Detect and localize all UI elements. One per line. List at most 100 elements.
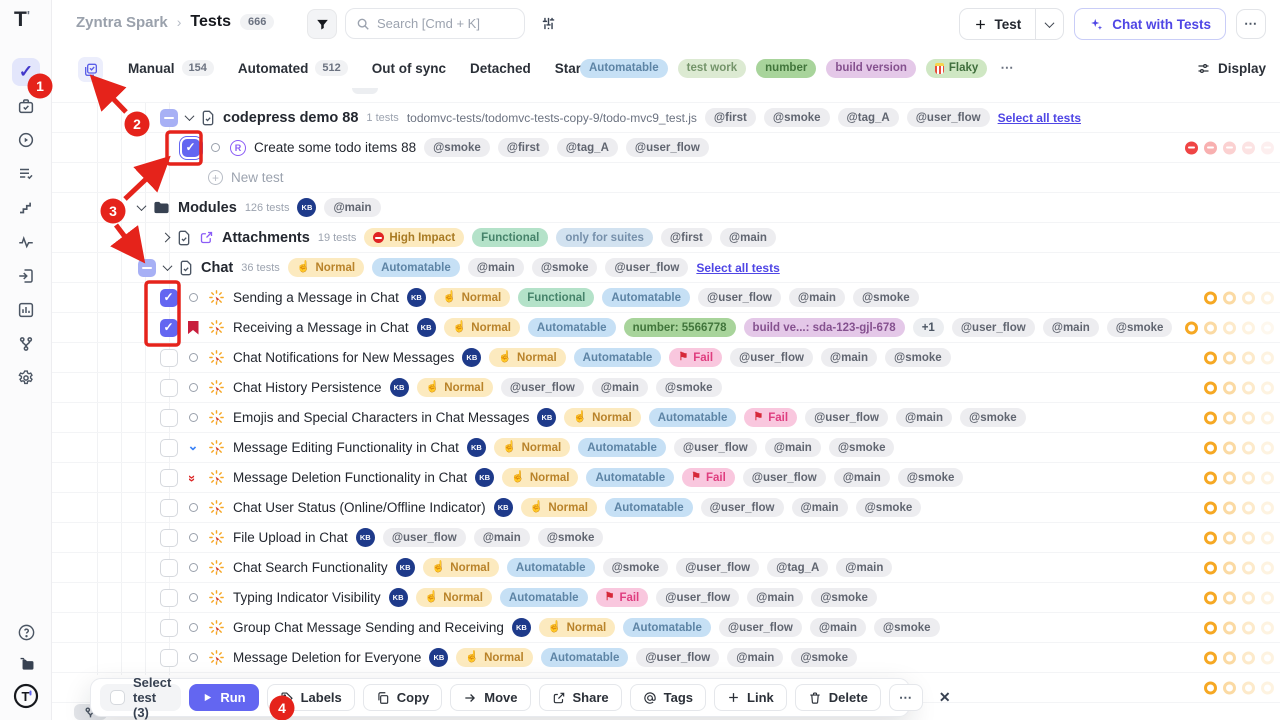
row-checkbox[interactable]	[160, 408, 178, 427]
row-checkbox[interactable]	[160, 528, 178, 547]
row-title[interactable]: New test	[231, 170, 284, 185]
row-checkbox[interactable]	[160, 618, 178, 637]
sidebar-item-tests[interactable]: ✓	[12, 58, 40, 86]
tag-pill[interactable]: @smoke	[811, 588, 877, 607]
app-logo-icon[interactable]: T'	[14, 8, 30, 31]
new-test-dropdown-button[interactable]	[1035, 9, 1063, 39]
row-checkbox[interactable]	[160, 378, 178, 397]
row-title[interactable]: codepress demo 88	[223, 109, 359, 126]
tag-pill[interactable]: @smoke	[537, 528, 604, 547]
row-title[interactable]: Sending a Message in Chat	[233, 290, 399, 305]
tag-pill[interactable]: @smoke	[655, 378, 722, 397]
label-pill[interactable]: ☝ Normal	[287, 258, 365, 277]
row-title[interactable]: Chat User Status (Online/Offline Indicat…	[233, 500, 486, 515]
row-title[interactable]: Chat Search Functionality	[233, 560, 388, 575]
select-all-button[interactable]	[78, 57, 103, 82]
tag-pill[interactable]: @user_flow	[382, 528, 466, 547]
search-settings-button[interactable]	[540, 15, 557, 37]
tag-pill[interactable]: @main	[719, 228, 776, 247]
delete-button[interactable]: Delete	[794, 684, 881, 711]
filter-pill-flaky[interactable]: Flaky	[925, 58, 988, 78]
sidebar-item-branches[interactable]	[12, 330, 40, 358]
filter-more-button[interactable]: ⋯	[1000, 60, 1015, 75]
tag-pill[interactable]: @smoke	[763, 108, 830, 127]
filter-tab-manual[interactable]: Manual 154	[128, 60, 214, 76]
filter-tab-out-of-sync[interactable]: Out of sync	[372, 61, 446, 76]
tag-pill[interactable]: @user_flow	[656, 588, 740, 607]
tag-pill[interactable]: @smoke	[828, 438, 895, 457]
owner-avatar[interactable]: KB	[537, 408, 557, 427]
breadcrumb-project[interactable]: Zyntra Spark	[76, 13, 168, 31]
tag-pill[interactable]: @user_flow	[742, 468, 826, 487]
label-pill[interactable]: Automatable	[506, 558, 595, 577]
label-pill[interactable]: ☝ Normal	[433, 288, 511, 307]
select-all-tests-link[interactable]: Select all tests	[696, 260, 780, 275]
chevron-down-icon[interactable]	[136, 201, 147, 212]
row-checkbox[interactable]	[160, 318, 178, 337]
label-pill[interactable]: ☝ Normal	[456, 648, 533, 667]
label-pill[interactable]: Automatable	[527, 318, 616, 337]
row-checkbox[interactable]	[160, 438, 178, 457]
tag-pill[interactable]: @user_flow	[730, 348, 813, 367]
owner-avatar[interactable]: KB	[416, 318, 436, 337]
row-title[interactable]: Message Editing Functionality in Chat	[233, 440, 459, 455]
labels-button[interactable]: Labels	[266, 684, 355, 711]
tag-pill[interactable]: @user_flow	[673, 438, 757, 457]
label-pill[interactable]: ⚑ Fail	[595, 588, 649, 607]
tag-pill[interactable]: @main	[727, 648, 784, 667]
label-pill[interactable]: Automatable	[372, 258, 460, 277]
user-avatar[interactable]: T	[12, 682, 40, 710]
sidebar-item-help[interactable]	[12, 618, 40, 646]
tag-pill[interactable]: @smoke	[884, 348, 951, 367]
row-title[interactable]: Message Deletion Functionality in Chat	[233, 470, 468, 485]
tag-pill[interactable]: @smoke	[602, 558, 669, 577]
row-checkbox[interactable]	[160, 648, 178, 667]
row-title[interactable]: File Upload in Chat	[233, 530, 348, 545]
label-pill[interactable]: Automatable	[602, 288, 690, 307]
select-test-chip[interactable]: Select test (3)	[100, 675, 182, 720]
tag-pill[interactable]: @smoke	[852, 288, 919, 307]
owner-avatar[interactable]: KB	[475, 468, 495, 487]
tag-pill[interactable]: @main	[591, 378, 648, 397]
tag-pill[interactable]: @user_flow	[700, 498, 784, 517]
chevron-down-icon[interactable]	[162, 261, 173, 272]
label-pill[interactable]: Functional	[472, 228, 549, 247]
row-title[interactable]: Group Chat Message Sending and Receiving	[233, 620, 504, 635]
owner-avatar[interactable]: KB	[395, 558, 415, 577]
row-title[interactable]: Attachments	[222, 229, 310, 246]
label-pill[interactable]: ☝ Normal	[520, 498, 597, 517]
tag-pill[interactable]: @user_flow	[625, 138, 709, 157]
label-pill[interactable]: ☝ Normal	[415, 588, 492, 607]
label-pill[interactable]: Automatable	[586, 468, 675, 487]
tag-pill[interactable]: @smoke	[791, 648, 857, 667]
tag-pill[interactable]: @smoke	[424, 138, 490, 157]
tag-pill[interactable]: @first	[497, 138, 549, 157]
sidebar-item-runs[interactable]	[12, 126, 40, 154]
header-more-button[interactable]: ⋯	[1236, 9, 1266, 39]
owner-avatar[interactable]: KB	[389, 378, 409, 397]
row-checkbox[interactable]	[160, 288, 178, 307]
label-pill[interactable]: Automatable	[573, 348, 662, 367]
row-title[interactable]: Chat Notifications for New Messages	[233, 350, 455, 365]
tag-pill[interactable]: @user_flow	[605, 258, 689, 277]
label-pill[interactable]: Automatable	[499, 588, 588, 607]
chat-with-tests-button[interactable]: Chat with Tests	[1074, 8, 1226, 40]
tag-pill[interactable]: @main	[788, 288, 845, 307]
tag-pill[interactable]: @user_flow	[636, 648, 720, 667]
move-button[interactable]: Move	[450, 684, 531, 711]
owner-avatar[interactable]: KB	[462, 348, 482, 367]
label-pill[interactable]: ⚑ Fail	[669, 348, 723, 367]
label-pill[interactable]: Automatable	[540, 648, 629, 667]
row-checkbox[interactable]	[179, 135, 203, 160]
row-checkbox[interactable]	[160, 108, 178, 127]
close-action-bar-button[interactable]: ✕	[931, 685, 959, 710]
row-checkbox[interactable]	[160, 348, 178, 367]
chevron-right-icon[interactable]	[160, 232, 171, 243]
label-pill[interactable]: ☝ Normal	[416, 378, 493, 397]
tag-pill[interactable]: @smoke	[855, 498, 922, 517]
label-pill[interactable]: ⚑ Fail	[682, 468, 735, 487]
row-checkbox[interactable]	[160, 588, 178, 607]
tag-pill[interactable]: @user_flow	[500, 378, 584, 397]
label-pill[interactable]: Automatable	[623, 618, 711, 637]
tag-pill[interactable]: @tag_A	[556, 138, 618, 157]
